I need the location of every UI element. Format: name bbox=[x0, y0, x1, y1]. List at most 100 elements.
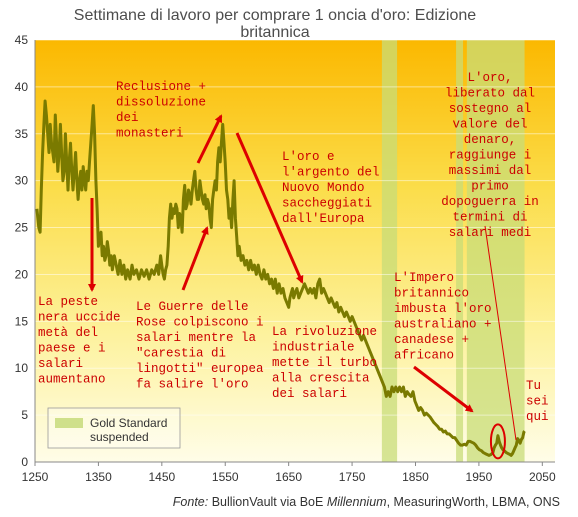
annotation-line: Le Guerre delle bbox=[136, 300, 249, 314]
annotation-line: Rose colpiscono i bbox=[136, 316, 264, 330]
legend-label-line1: Gold Standard bbox=[90, 416, 167, 430]
x-tick-label: 1250 bbox=[22, 470, 49, 484]
annotation-line: lingotti" europea bbox=[136, 362, 264, 376]
chart-title-line2: britannica bbox=[240, 24, 309, 41]
annotation-line: dei salari bbox=[272, 387, 347, 401]
x-tick-label: 1350 bbox=[85, 470, 112, 484]
annotation-line: "carestia di bbox=[136, 347, 226, 361]
annotation-line: imbusta l'oro bbox=[394, 302, 492, 316]
shaded-period-1 bbox=[456, 40, 464, 462]
arrow-nuovo-mondo bbox=[235, 132, 304, 284]
annotation-arrows bbox=[88, 114, 474, 413]
annotation-line: raggiunge i bbox=[449, 149, 532, 163]
annotations: Reclusione + dissoluzione dei monasteri La … bbox=[38, 71, 549, 424]
x-axis-ticks: 1250 1350 1450 1550 1650 1750 1850 1950 2050 bbox=[22, 462, 556, 484]
annotation-rivoluzione: La rivoluzione industriale mette il turbo a… bbox=[272, 325, 377, 401]
annotation-line: La peste bbox=[38, 295, 98, 309]
y-tick-label: 25 bbox=[15, 221, 29, 235]
y-tick-label: 35 bbox=[15, 127, 29, 141]
y-tick-label: 0 bbox=[21, 455, 28, 469]
annotation-tu-sei-qui: Tu sei qui bbox=[526, 379, 549, 424]
annotation-line: mette il turbo bbox=[272, 356, 377, 370]
annotation-line: termini di bbox=[452, 211, 527, 225]
source-part1: BullionVault via BoE bbox=[208, 495, 327, 509]
annotation-line: saccheggiati bbox=[282, 197, 372, 211]
annotation-line: L'oro, bbox=[467, 71, 512, 85]
annotation-guerre: Le Guerre delle Rose colpiscono i salari m… bbox=[136, 300, 264, 392]
pointer-oro-massimi bbox=[484, 225, 517, 441]
annotation-nuovo-mondo: L'oro e l'argento del Nuovo Mondo saccheggi… bbox=[282, 150, 380, 226]
annotation-line: nera uccide bbox=[38, 311, 121, 325]
annotation-line: salari medi bbox=[449, 226, 532, 240]
y-tick-label: 5 bbox=[21, 408, 28, 422]
annotation-line: salari mentre la bbox=[136, 331, 257, 345]
x-tick-label: 2050 bbox=[529, 470, 556, 484]
arrow-monasteri bbox=[196, 114, 223, 164]
source-prefix: Fonte: bbox=[172, 495, 209, 509]
annotation-line: dei bbox=[116, 111, 139, 125]
annotation-oro-massimi: L'oro, liberato dal sostegno al valore del d… bbox=[441, 71, 539, 240]
annotation-line: Nuovo Mondo bbox=[282, 181, 365, 195]
annotation-line: Reclusione + bbox=[116, 80, 206, 94]
annotation-line: salari bbox=[38, 357, 83, 371]
y-tick-label: 15 bbox=[15, 314, 29, 328]
annotation-line: dissoluzione bbox=[116, 96, 206, 110]
annotation-line: industriale bbox=[272, 341, 355, 355]
legend-label-line2: suspended bbox=[90, 430, 149, 444]
annotation-line: La rivoluzione bbox=[272, 325, 377, 339]
y-tick-label: 30 bbox=[15, 174, 29, 188]
shaded-period-0 bbox=[381, 40, 398, 462]
y-axis-ticks: 0 5 10 15 20 25 30 35 40 45 bbox=[15, 33, 29, 469]
you-are-here-marker bbox=[489, 423, 506, 460]
annotation-peste: La peste nera uccide metà del paese e i sala… bbox=[38, 295, 121, 387]
annotation-line: sostegno al bbox=[449, 102, 532, 116]
annotation-line: fa salire l'oro bbox=[136, 378, 249, 392]
x-tick-label: 1950 bbox=[466, 470, 493, 484]
source-note: Fonte: BullionVault via BoE Millennium, … bbox=[0, 495, 560, 509]
shaded-periods bbox=[381, 40, 525, 462]
y-tick-label: 40 bbox=[15, 80, 29, 94]
shaded-period-2 bbox=[466, 40, 525, 462]
annotation-line: valore del bbox=[452, 118, 527, 132]
annotation-line: primo bbox=[471, 180, 509, 194]
x-tick-label: 1750 bbox=[339, 470, 366, 484]
annotation-line: massimi dal bbox=[449, 164, 532, 178]
series-line-0 bbox=[35, 99, 526, 457]
annotation-line: liberato dal bbox=[445, 87, 535, 101]
annotation-line: l'argento del bbox=[282, 166, 380, 180]
legend-swatch bbox=[55, 418, 83, 428]
annotation-line: alla crescita bbox=[272, 372, 370, 386]
annotation-line: dall'Europa bbox=[282, 212, 365, 226]
x-tick-label: 1650 bbox=[275, 470, 302, 484]
annotation-line: denaro, bbox=[464, 133, 517, 147]
annotation-monasteri: Reclusione + dissoluzione dei monasteri bbox=[116, 80, 206, 141]
annotation-line: britannico bbox=[394, 287, 469, 301]
annotation-line: qui bbox=[526, 410, 549, 424]
annotation-line: L'Impero bbox=[394, 271, 454, 285]
arrow-impero bbox=[413, 365, 474, 413]
y-tick-label: 20 bbox=[15, 267, 29, 281]
y-tick-label: 45 bbox=[15, 33, 29, 47]
arrow-guerre bbox=[181, 226, 209, 291]
annotation-line: africano bbox=[394, 349, 454, 363]
annotation-line: aumentano bbox=[38, 373, 106, 387]
annotation-impero: L'Impero britannico imbusta l'oro australia… bbox=[394, 271, 492, 363]
annotation-line: dopoguerra in bbox=[441, 195, 539, 209]
source-part2: , MeasuringWorth, LBMA, ONS bbox=[386, 495, 560, 509]
annotation-line: Tu bbox=[526, 379, 541, 393]
y-tick-label: 10 bbox=[15, 361, 29, 375]
x-tick-label: 1450 bbox=[148, 470, 175, 484]
annotation-line: paese e i bbox=[38, 342, 106, 356]
annotation-line: metà del bbox=[38, 326, 98, 340]
annotation-line: monasteri bbox=[116, 127, 184, 141]
x-tick-label: 1850 bbox=[402, 470, 429, 484]
annotation-line: sei bbox=[526, 395, 549, 409]
annotation-line: L'oro e bbox=[282, 150, 335, 164]
annotation-line: canadese + bbox=[394, 333, 469, 347]
series-group bbox=[35, 99, 526, 457]
chart-title-line1: Settimane di lavoro per comprare 1 oncia… bbox=[74, 7, 476, 24]
annotation-line: australiano + bbox=[394, 318, 492, 332]
source-italic: Millennium bbox=[326, 495, 387, 509]
x-tick-label: 1550 bbox=[212, 470, 239, 484]
